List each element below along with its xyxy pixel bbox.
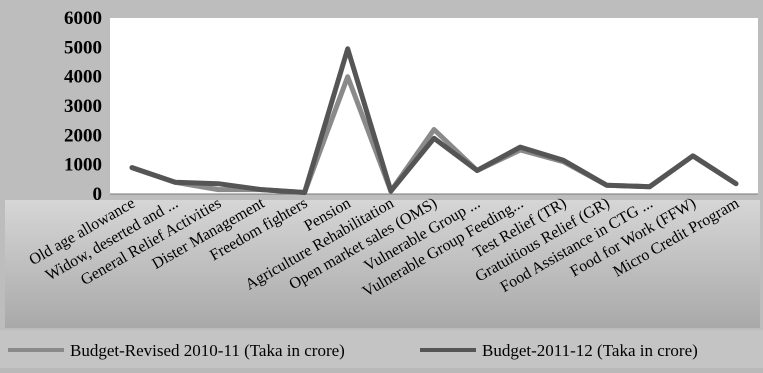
y-axis: 0 1000 2000 3000 4000 5000 6000 (64, 8, 102, 205)
legend-label-0: Budget-Revised 2010-11 (Taka in crore) (70, 341, 345, 360)
category-label-band (5, 200, 760, 328)
plot-area (110, 18, 758, 194)
series-line-1 (129, 46, 739, 195)
y-tick-label: 2000 (64, 125, 102, 146)
y-tick-label: 1000 (64, 155, 102, 176)
legend-band (0, 330, 763, 368)
y-tick-label: 6000 (64, 8, 102, 29)
legend-label-1: Budget-2011-12 (Taka in crore) (482, 341, 698, 360)
legend: Budget-Revised 2010-11 (Taka in crore) Bu… (8, 341, 698, 360)
series-lines (129, 46, 739, 195)
y-tick-label: 5000 (64, 37, 102, 58)
y-tick-label: 4000 (64, 67, 102, 88)
y-tick-label: 3000 (64, 96, 102, 117)
y-tick-label: 0 (93, 184, 103, 205)
